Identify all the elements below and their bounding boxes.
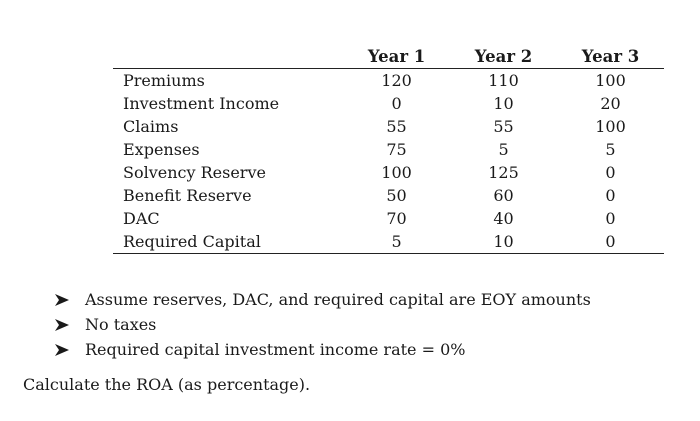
- table-cell: 100: [595, 117, 626, 136]
- table-cell: 110: [488, 71, 519, 90]
- table-cell: 100: [595, 71, 626, 90]
- table-cell: 0: [605, 232, 616, 251]
- arrowhead-bullet-icon: [55, 318, 85, 331]
- row-label: Premiums: [123, 71, 205, 90]
- table-cell: 5: [605, 140, 616, 159]
- row-label: Claims: [123, 117, 179, 136]
- list-item: Required capital investment income rate …: [55, 337, 591, 362]
- row-label: DAC: [123, 209, 160, 228]
- assumption-text: Assume reserves, DAC, and required capit…: [85, 290, 591, 309]
- table-row: Claims 55 55 100: [113, 115, 664, 138]
- row-label: Required Capital: [123, 232, 261, 251]
- table-cell: 120: [381, 71, 412, 90]
- table-cell: 0: [605, 209, 616, 228]
- table-cell: 55: [493, 117, 514, 136]
- table-cell: 100: [381, 163, 412, 182]
- table-header-row: Year 1 Year 2 Year 3: [113, 44, 664, 69]
- column-header: Year 3: [581, 46, 640, 66]
- assumption-text: No taxes: [85, 315, 157, 334]
- table-cell: 70: [386, 209, 407, 228]
- table-cell: 5: [391, 232, 402, 251]
- arrowhead-bullet-icon: [55, 293, 85, 306]
- table-cell: 10: [493, 232, 514, 251]
- table-cell: 75: [386, 140, 407, 159]
- row-label: Benefit Reserve: [123, 186, 252, 205]
- assumptions-list: Assume reserves, DAC, and required capit…: [55, 287, 591, 362]
- table-cell: 0: [605, 186, 616, 205]
- table-cell: 55: [386, 117, 407, 136]
- row-label: Expenses: [123, 140, 200, 159]
- table-cell: 10: [493, 94, 514, 113]
- assumption-text: Required capital investment income rate …: [85, 340, 466, 359]
- list-item: Assume reserves, DAC, and required capit…: [55, 287, 591, 312]
- table-row: Premiums 120 110 100: [113, 69, 664, 93]
- header-blank: [113, 44, 343, 69]
- question-text: Calculate the ROA (as percentage).: [23, 375, 311, 394]
- table-row: Expenses 75 5 5: [113, 138, 664, 161]
- list-item: No taxes: [55, 312, 591, 337]
- table-cell: 50: [386, 186, 407, 205]
- row-label: Investment Income: [123, 94, 280, 113]
- financial-table: Year 1 Year 2 Year 3 Premiums 120 110 100 In…: [113, 44, 664, 254]
- table-row: Required Capital 5 10 0: [113, 230, 664, 254]
- table-cell: 0: [391, 94, 402, 113]
- table-body: Premiums 120 110 100 Investment Income 0 10 20 C…: [113, 69, 664, 254]
- row-label: Solvency Reserve: [123, 163, 266, 182]
- column-header: Year 1: [367, 46, 426, 66]
- column-header: Year 2: [474, 46, 533, 66]
- table-cell: 125: [488, 163, 519, 182]
- table-row: Solvency Reserve 100 125 0: [113, 161, 664, 184]
- table-row: DAC 70 40 0: [113, 207, 664, 230]
- table-cell: 5: [498, 140, 509, 159]
- financial-table-container: Year 1 Year 2 Year 3 Premiums 120 110 100 In…: [113, 44, 664, 254]
- table-cell: 0: [605, 163, 616, 182]
- table-cell: 40: [493, 209, 514, 228]
- table-cell: 60: [493, 186, 514, 205]
- arrowhead-bullet-icon: [55, 343, 85, 356]
- table-row: Investment Income 0 10 20: [113, 92, 664, 115]
- table-row: Benefit Reserve 50 60 0: [113, 184, 664, 207]
- table-cell: 20: [600, 94, 621, 113]
